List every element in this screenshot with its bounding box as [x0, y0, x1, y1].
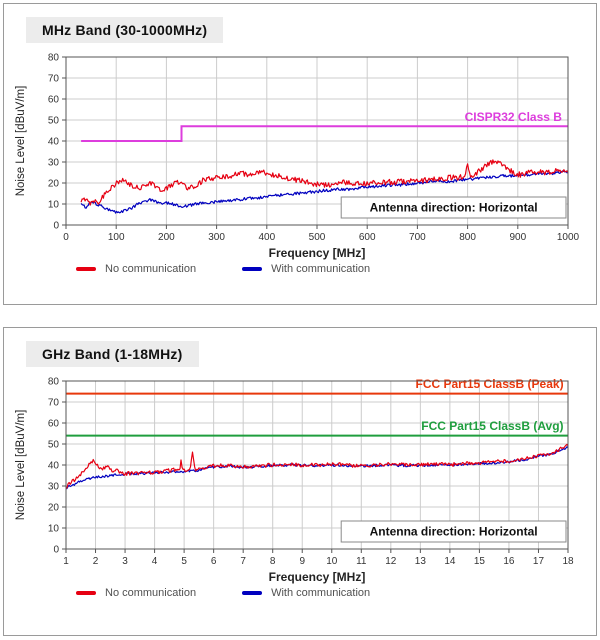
svg-text:1000: 1000: [557, 232, 580, 243]
svg-text:7: 7: [240, 556, 246, 567]
mhz-band-panel: MHz Band (30-1000MHz) 0 100 200 300 400 500 60…: [3, 3, 597, 305]
svg-text:17: 17: [533, 556, 545, 567]
mhz-band-panel-title: MHz Band (30-1000MHz): [26, 17, 224, 43]
svg-text:800: 800: [459, 232, 476, 243]
svg-text:4: 4: [152, 556, 158, 567]
svg-text:Noise Level [dBuV/m]: Noise Level [dBuV/m]: [15, 86, 27, 197]
svg-text:1: 1: [63, 556, 69, 567]
blue-line-swatch-icon: [242, 267, 263, 271]
svg-text:400: 400: [258, 232, 275, 243]
svg-text:80: 80: [48, 53, 60, 64]
svg-text:18: 18: [562, 556, 574, 567]
svg-text:900: 900: [509, 232, 526, 243]
svg-text:FCC Part15 ClassB (Avg): FCC Part15 ClassB (Avg): [421, 419, 563, 433]
svg-text:200: 200: [158, 232, 175, 243]
svg-text:3: 3: [122, 556, 128, 567]
legend-label: No communication: [105, 263, 197, 275]
svg-text:700: 700: [409, 232, 426, 243]
svg-text:60: 60: [48, 95, 60, 106]
svg-text:2: 2: [93, 556, 99, 567]
svg-text:Antenna direction: Horizontal: Antenna direction: Horizontal: [370, 525, 538, 539]
svg-text:CISPR32 Class B: CISPR32 Class B: [465, 110, 563, 124]
ghz-band-chart: 1 2 3 4 5 6 7 8 9 10 11 12 13 14 15 16 17 180102030405060…: [15, 377, 574, 585]
svg-text:0: 0: [53, 221, 59, 232]
red-line-swatch-icon: [76, 591, 96, 595]
mhz-band-legend: No communication With communication: [76, 263, 596, 275]
svg-text:16: 16: [503, 556, 515, 567]
ghz-band-panel-title: GHz Band (1-18MHz): [26, 341, 199, 367]
svg-text:100: 100: [108, 232, 125, 243]
svg-text:300: 300: [208, 232, 225, 243]
svg-text:15: 15: [474, 556, 486, 567]
legend-label: With communication: [271, 587, 371, 599]
svg-text:20: 20: [48, 503, 60, 514]
legend-item-with-communication: With communication: [242, 263, 370, 275]
svg-text:6: 6: [211, 556, 217, 567]
svg-text:13: 13: [415, 556, 427, 567]
svg-text:Frequency [MHz]: Frequency [MHz]: [269, 246, 366, 260]
red-line-swatch-icon: [76, 267, 96, 271]
svg-text:20: 20: [48, 179, 60, 190]
svg-text:9: 9: [299, 556, 305, 567]
svg-text:10: 10: [48, 524, 60, 535]
svg-text:50: 50: [48, 440, 60, 451]
svg-text:40: 40: [48, 137, 60, 148]
svg-text:Frequency [MHz]: Frequency [MHz]: [269, 570, 366, 584]
svg-text:8: 8: [270, 556, 276, 567]
legend-label: No communication: [105, 587, 197, 599]
svg-text:30: 30: [48, 158, 60, 169]
svg-text:Noise Level [dBuV/m]: Noise Level [dBuV/m]: [15, 410, 27, 521]
ghz-band-panel: GHz Band (1-18MHz) 1 2 3 4 5 6 7 8 9 10 11 12 13 14 15…: [3, 327, 597, 636]
svg-text:11: 11: [356, 556, 367, 567]
svg-text:40: 40: [48, 461, 60, 472]
svg-text:14: 14: [444, 556, 456, 567]
svg-text:10: 10: [326, 556, 338, 567]
svg-text:10: 10: [48, 200, 60, 211]
mhz-band-chart: 0 100 200 300 400 500 600 700 800 900 1000 0 10 20 30 4…: [15, 53, 580, 261]
svg-text:30: 30: [48, 482, 60, 493]
svg-text:0: 0: [53, 545, 59, 556]
svg-text:Antenna direction: Horizontal: Antenna direction: Horizontal: [370, 201, 538, 215]
blue-line-swatch-icon: [242, 591, 263, 595]
legend-item-no-communication: No communication: [76, 587, 196, 599]
svg-text:FCC Part15 ClassB (Peak): FCC Part15 ClassB (Peak): [416, 377, 564, 391]
legend-label: With communication: [271, 263, 371, 275]
svg-text:5: 5: [181, 556, 187, 567]
svg-text:0: 0: [63, 232, 69, 243]
legend-item-with-communication: With communication: [242, 587, 370, 599]
legend-item-no-communication: No communication: [76, 263, 196, 275]
svg-text:70: 70: [48, 74, 60, 85]
svg-text:60: 60: [48, 419, 60, 430]
ghz-band-legend: No communication With communication: [76, 587, 596, 599]
svg-text:80: 80: [48, 377, 60, 388]
svg-text:12: 12: [385, 556, 397, 567]
svg-text:50: 50: [48, 116, 60, 127]
svg-text:500: 500: [309, 232, 326, 243]
svg-text:600: 600: [359, 232, 376, 243]
svg-text:70: 70: [48, 398, 60, 409]
